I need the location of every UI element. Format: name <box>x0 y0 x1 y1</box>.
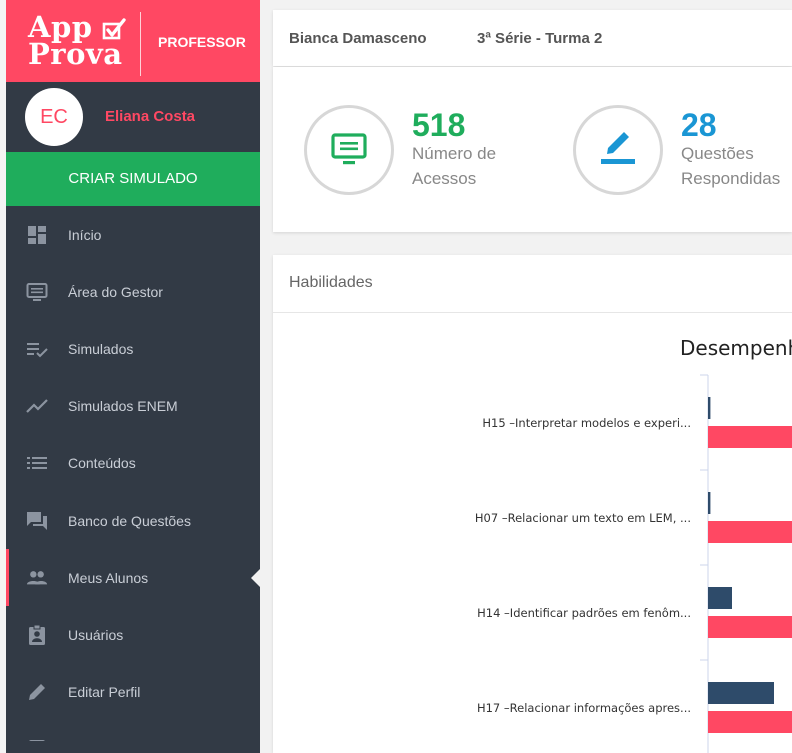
sidebar-item-usuarios[interactable]: Usuários <box>6 606 260 663</box>
pencil-icon <box>601 132 635 164</box>
bar-series-dark <box>708 397 711 419</box>
trend-icon <box>26 395 48 417</box>
accesses-count: 518 <box>412 107 466 143</box>
bar-series-dark <box>708 682 774 704</box>
user-panel: EC Eliana Costa <box>6 82 260 152</box>
sidebar-item-label: Usuários <box>68 626 124 643</box>
bar-series-pink <box>708 426 792 448</box>
monitor-icon <box>26 281 48 303</box>
student-header: Bianca Damasceno 3ª Série - Turma 2 <box>273 10 792 66</box>
list-icon <box>26 452 48 474</box>
student-name: Bianca Damasceno <box>289 30 427 47</box>
document-icon <box>26 737 48 741</box>
bar-series-dark <box>708 492 711 514</box>
answered-icon-circle <box>573 105 663 195</box>
sidebar-item-label: Início <box>68 226 102 243</box>
chat-icon <box>26 510 48 532</box>
accesses-icon-circle <box>304 105 394 195</box>
user-name[interactable]: Eliana Costa <box>105 108 196 125</box>
sidebar-item-label: Conteúdos <box>68 455 136 472</box>
class-name: 3ª Série - Turma 2 <box>477 30 603 47</box>
sidebar-item-label: Banco de Questões <box>68 512 191 529</box>
avatar[interactable]: EC <box>25 88 83 146</box>
habilidades-title: Habilidades <box>289 274 373 291</box>
role-label: PROFESSOR <box>158 34 246 50</box>
pencil-icon <box>26 681 48 703</box>
sidebar-item-meus-alunos[interactable]: Meus Alunos <box>6 549 260 607</box>
sidebar-item-inicio[interactable]: Início <box>6 206 260 263</box>
chart-title: Desempenho <box>680 336 792 360</box>
sidebar-item-area-do-gestor[interactable]: Área do Gestor <box>6 263 260 320</box>
accesses-label: Número de Acessos <box>412 144 497 188</box>
dashboard-icon <box>26 224 48 246</box>
divider <box>273 312 792 313</box>
category-label: H17 –Relacionar informações apres... <box>477 701 691 715</box>
sidebar-item-editar-perfil[interactable]: Editar Perfil <box>6 664 260 721</box>
brand-divider <box>140 12 141 76</box>
sidebar-item-label: Área do Gestor <box>68 283 163 300</box>
app-logo[interactable]: App Prova <box>28 13 126 69</box>
sidebar-item-conteudos[interactable]: Conteúdos <box>6 435 260 492</box>
answered-label: Questões Respondidas <box>681 144 781 188</box>
people-icon <box>26 567 48 589</box>
active-indicator <box>251 568 260 587</box>
sidebar-item-banco-de-questoes[interactable]: Banco de Questões <box>6 492 260 549</box>
habilidades-card: Habilidades Desempenho H15 –Interpretar … <box>273 255 792 753</box>
category-label: H15 –Interpretar modelos e experi... <box>482 416 691 430</box>
sidebar-item-partial[interactable] <box>6 721 260 741</box>
sidebar-item-label: Editar Perfil <box>68 684 141 701</box>
checkbox-check-icon <box>102 18 126 40</box>
skills-chart: H15 –Interpretar modelos e experi... H07 … <box>475 374 792 753</box>
category-label: H07 –Relacionar um texto em LEM, ... <box>475 511 691 525</box>
window-edge <box>0 0 6 753</box>
bar-series-dark <box>708 587 732 609</box>
sidebar-item-label: Simulados <box>68 340 134 357</box>
stats-card: 518 Número de Acessos 28 Questões Respon… <box>273 67 792 232</box>
sidebar-item-label: Simulados ENEM <box>68 398 178 415</box>
sidebar: App Prova PROFESSOR EC Eliana Costa CRIA… <box>6 0 260 753</box>
bar-series-pink <box>708 711 792 733</box>
create-simulado-button[interactable]: CRIAR SIMULADO <box>6 152 260 206</box>
bar-series-pink <box>708 521 792 543</box>
badge-icon <box>26 624 48 646</box>
checklist-icon <box>26 338 48 360</box>
brand-header: App Prova PROFESSOR <box>6 0 260 82</box>
monitor-icon <box>331 133 367 165</box>
sidebar-menu: Início Área do Gestor Simulados Simulado… <box>6 206 260 741</box>
sidebar-item-simulados[interactable]: Simulados <box>6 320 260 377</box>
answered-count: 28 <box>681 107 717 143</box>
sidebar-item-label: Meus Alunos <box>68 569 149 586</box>
category-label: H14 –Identificar padrões em fenôm... <box>477 606 691 620</box>
sidebar-item-simulados-enem[interactable]: Simulados ENEM <box>6 378 260 435</box>
bar-series-pink <box>708 616 792 638</box>
